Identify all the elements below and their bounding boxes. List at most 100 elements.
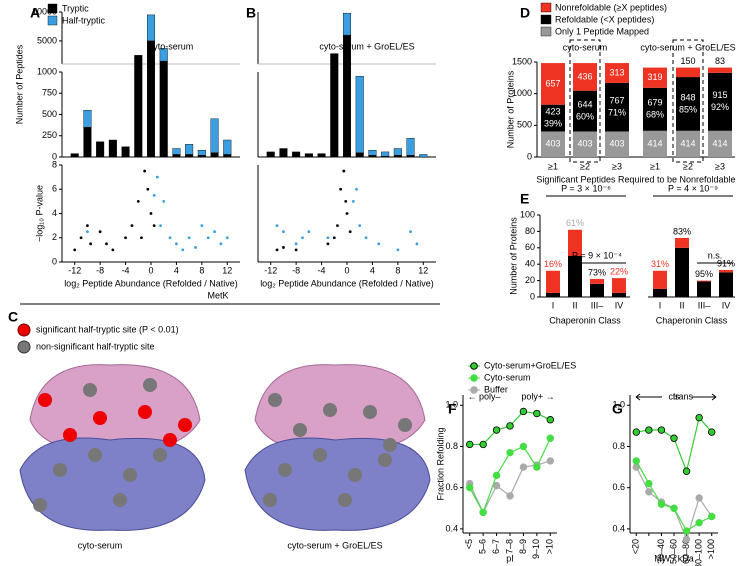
point xyxy=(307,230,311,234)
point xyxy=(175,242,178,246)
point xyxy=(152,224,156,228)
x-tick-label: ≥2 xyxy=(580,161,590,171)
x-tick-label: 4 xyxy=(370,265,375,275)
annotation: cis xyxy=(669,391,680,401)
y-tick-label: 0.6 xyxy=(612,482,625,492)
point xyxy=(194,246,197,249)
bar xyxy=(279,148,288,158)
point xyxy=(146,187,150,191)
point xyxy=(140,236,143,240)
panel-label: B xyxy=(246,5,256,21)
bar xyxy=(159,71,168,158)
panel-label: F xyxy=(448,401,457,417)
data-label: 423 xyxy=(545,106,560,116)
point xyxy=(546,457,554,465)
bar xyxy=(419,154,428,158)
x-axis-label: pI xyxy=(506,553,514,563)
point xyxy=(162,199,166,203)
point xyxy=(152,193,156,197)
bar xyxy=(210,152,219,158)
group-title: cyto-serum + GroEL/ES xyxy=(640,42,735,52)
series-line xyxy=(636,416,713,474)
point xyxy=(409,230,412,234)
bar-segment xyxy=(643,130,667,157)
y-tick-label: 2 xyxy=(52,232,57,242)
x-tick-label: ≥1 xyxy=(650,161,660,171)
x-tick-label: -12 xyxy=(68,265,81,275)
y-tick-label: 0.4 xyxy=(612,523,625,533)
x-tick-label: II xyxy=(679,300,684,310)
bar-segment xyxy=(612,278,626,293)
point xyxy=(275,248,279,252)
bar-segment xyxy=(643,67,667,88)
bar-segment xyxy=(697,281,711,297)
legend-swatch xyxy=(540,26,552,37)
legend-label: non-significant half-tryptic site xyxy=(36,341,155,351)
x-tick-label: >10 xyxy=(545,539,555,554)
y-tick-label: 0.8 xyxy=(445,441,458,451)
annotation: n.s. xyxy=(708,250,723,260)
legend-swatch xyxy=(540,2,552,13)
x-tick-label: ≥3 xyxy=(715,161,725,171)
bar xyxy=(96,141,105,158)
bar xyxy=(159,60,168,73)
highlight-box xyxy=(672,39,704,163)
legend-swatch xyxy=(540,14,552,25)
bar-segment xyxy=(676,67,700,78)
annotation: P = 9 × 10⁻⁴ xyxy=(572,250,622,260)
data-label: 60% xyxy=(576,111,594,121)
legend-marker xyxy=(470,374,478,382)
bar xyxy=(292,151,301,158)
y-tick-label: 1000 xyxy=(512,88,532,98)
point xyxy=(506,492,514,500)
percent-label: 61% xyxy=(566,218,584,228)
bar-segment xyxy=(653,270,667,289)
point xyxy=(645,426,653,434)
data-label: 403 xyxy=(577,139,592,149)
x-tick-label: 0 xyxy=(148,265,153,275)
bar xyxy=(223,154,232,158)
point xyxy=(492,426,501,434)
bar-segment xyxy=(568,256,582,297)
bar-segment xyxy=(719,269,733,273)
point xyxy=(111,248,115,252)
bar xyxy=(185,154,194,158)
percent-label: 16% xyxy=(544,259,562,269)
x-tick-label: -8 xyxy=(292,265,300,275)
x-tick-label: ≥1 xyxy=(548,161,558,171)
percent-label: 95% xyxy=(695,269,713,279)
bar xyxy=(355,152,364,158)
point xyxy=(345,212,349,215)
data-label: 92% xyxy=(711,102,729,112)
panel-c-title: MetK xyxy=(207,290,228,300)
point xyxy=(136,199,140,203)
legend-label: Half-tryptic xyxy=(62,15,106,25)
point xyxy=(301,236,304,240)
legend-label: Refoldable (<X peptides) xyxy=(555,14,654,24)
bar xyxy=(146,71,156,158)
x-tick-label: 12 xyxy=(418,265,428,275)
x-tick-label: III– xyxy=(698,300,711,310)
point xyxy=(708,512,716,521)
bar-segment xyxy=(590,283,604,297)
data-label: 403 xyxy=(609,139,624,149)
point xyxy=(89,242,93,246)
point xyxy=(670,504,678,512)
bar xyxy=(134,71,143,158)
caption: cyto-serum xyxy=(78,540,123,550)
bar-segment xyxy=(653,288,667,297)
data-label: 657 xyxy=(545,78,560,88)
point xyxy=(466,483,474,492)
x-tick-label: -12 xyxy=(264,265,277,275)
x-axis-label: Chaperonin Class xyxy=(549,315,621,325)
x-tick-label: 4 xyxy=(174,265,179,275)
x-tick-label: IV xyxy=(722,300,731,310)
highlight-box xyxy=(569,39,601,163)
panel-label: E xyxy=(520,191,529,207)
x-tick-label: ≥2 xyxy=(683,161,693,171)
point xyxy=(632,428,640,436)
y-tick-label: 500 xyxy=(42,109,57,119)
bar-segment xyxy=(605,63,629,83)
bar xyxy=(406,155,415,158)
